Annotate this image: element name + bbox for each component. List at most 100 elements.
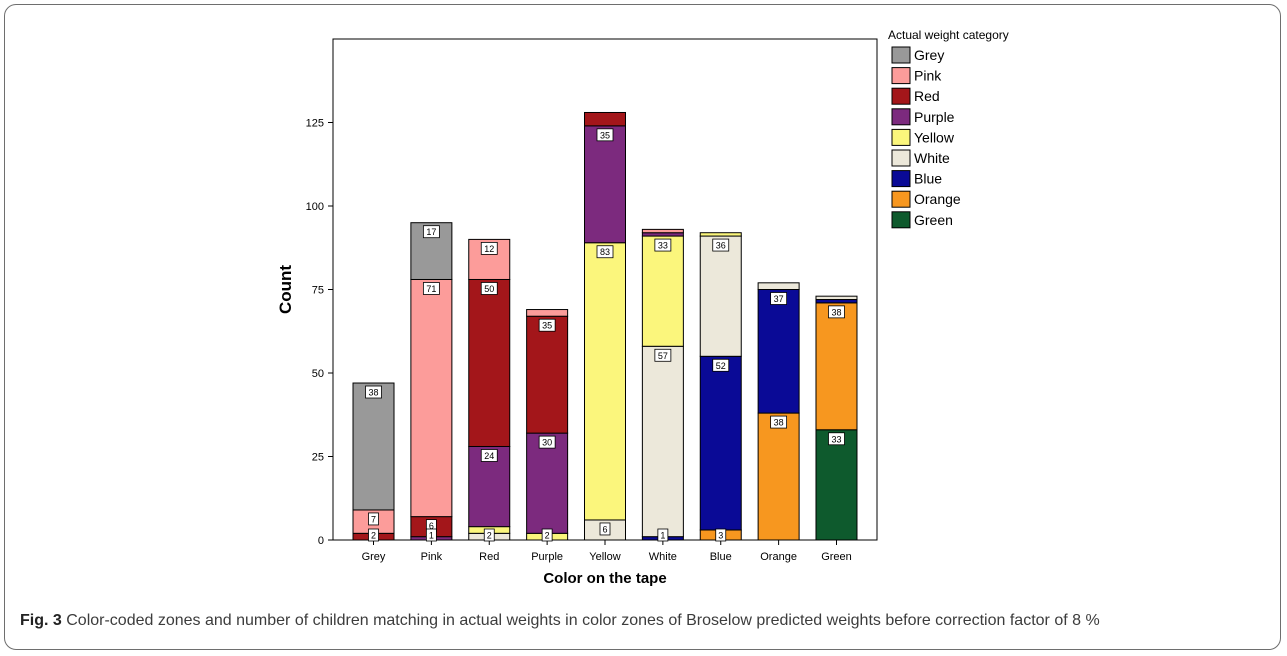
data-label-box: [828, 305, 845, 319]
stacked-bar-chart: 0 25 50 75 100 125 Grey Pink Red Purple Yellow Whit…: [276, 28, 1009, 587]
legend-label: Green: [914, 212, 953, 228]
data-label-box: [712, 238, 730, 252]
data-label: 71: [426, 284, 436, 294]
data-label-box: [770, 292, 788, 305]
plot-area: 0 25 50 75 100 125 Grey Pink Red Purple Yellow Whit…: [276, 38, 878, 587]
data-label: 36: [716, 241, 726, 251]
data-label: 38: [369, 388, 379, 398]
data-label-box: [541, 528, 553, 542]
bar-segment: [352, 382, 395, 511]
x-tick-label: Pink: [421, 551, 443, 563]
bar-segment: [815, 299, 858, 304]
data-label: 57: [658, 351, 668, 361]
data-label: 6: [602, 524, 607, 534]
data-label: 50: [484, 284, 494, 294]
data-label-box: [365, 385, 382, 399]
data-label-box: [538, 435, 556, 449]
data-label: 30: [542, 438, 552, 448]
data-label: 52: [716, 361, 726, 371]
data-label-box: [422, 225, 440, 239]
data-label-box: [770, 415, 788, 429]
data-label: 17: [426, 227, 436, 237]
data-label-box: [654, 348, 672, 362]
y-tick-label: 50: [312, 368, 324, 380]
figure-caption: Fig. 3 Color-coded zones and number of c…: [20, 610, 1270, 632]
data-label: 3: [718, 530, 723, 540]
data-label-box: [715, 528, 727, 542]
data-label-box: [657, 528, 669, 542]
y-tick-label: 125: [306, 118, 324, 130]
bar-segment: [757, 412, 800, 541]
y-tick-label: 25: [312, 452, 324, 464]
bar-segment: [468, 278, 511, 447]
data-label-box: [596, 128, 614, 142]
data-label: 35: [600, 130, 610, 140]
x-tick-label: Blue: [710, 551, 732, 563]
x-tick-label: Grey: [362, 551, 386, 563]
legend-label: Pink: [914, 68, 942, 84]
data-label: 2: [487, 531, 492, 541]
x-tick-label: White: [649, 551, 677, 563]
data-label-box: [480, 241, 498, 255]
legend-swatch: [891, 190, 911, 208]
bar-segment: [526, 309, 569, 317]
legend: Actual weight category Grey Pink Red Purple Y…: [888, 28, 1009, 229]
bar-segment: [584, 242, 626, 521]
data-label: 12: [484, 244, 494, 254]
bar-segment: [584, 125, 626, 244]
legend-label: Orange: [914, 191, 961, 207]
data-label-box: [422, 282, 440, 295]
bar-segment: [815, 302, 858, 431]
bar-segment: [757, 282, 800, 291]
data-label: 1: [429, 531, 434, 541]
x-tick-label: Red: [479, 551, 499, 563]
data-label-box: [480, 282, 498, 295]
bar-segment: [757, 289, 800, 414]
data-label: 38: [774, 418, 784, 428]
data-label-box: [712, 358, 730, 372]
data-label-box: [483, 528, 495, 542]
y-axis-label: Count: [276, 265, 295, 314]
legend-swatch: [891, 128, 911, 146]
bar-segment: [641, 235, 684, 347]
legend-label: Purple: [914, 109, 955, 125]
bar-segment: [699, 235, 742, 357]
data-label-box: [538, 318, 556, 332]
bar-segment: [641, 345, 684, 538]
bar-segment: [815, 295, 858, 301]
legend-label: White: [914, 150, 950, 166]
bar-segment: [584, 111, 626, 127]
legend-swatch: [891, 149, 911, 167]
figure-frame: [4, 4, 1281, 650]
data-label: 38: [831, 307, 841, 317]
data-label: 24: [484, 451, 494, 461]
bar-segment: [410, 278, 453, 518]
legend-swatch: [891, 211, 911, 229]
data-label: 35: [542, 321, 552, 331]
data-label-box: [599, 522, 611, 536]
bar-segment: [526, 432, 569, 534]
data-label: 2: [545, 531, 550, 541]
legend-swatch: [891, 87, 911, 105]
data-label-box: [828, 432, 845, 446]
bar-segment: [526, 315, 569, 434]
data-label-box: [654, 238, 672, 252]
legend-label: Red: [914, 88, 940, 104]
caption-label: Fig. 3: [20, 612, 62, 629]
caption-text: Color-coded zones and number of children…: [66, 612, 1100, 629]
legend-swatch: [891, 170, 911, 188]
legend-label: Grey: [914, 47, 944, 63]
bar-segment: [641, 228, 684, 234]
legend-swatch: [891, 108, 911, 126]
data-label-box: [480, 449, 498, 462]
data-label: 1: [660, 531, 665, 541]
data-label: 37: [774, 294, 784, 304]
data-label-box: [368, 512, 379, 526]
y-tick-label: 75: [312, 285, 324, 297]
legend-label: Yellow: [914, 129, 955, 145]
data-label: 83: [600, 247, 610, 257]
bar-segment: [699, 232, 742, 237]
data-label: 33: [831, 434, 841, 444]
x-tick-label: Green: [821, 551, 852, 563]
data-label: 2: [371, 531, 376, 541]
